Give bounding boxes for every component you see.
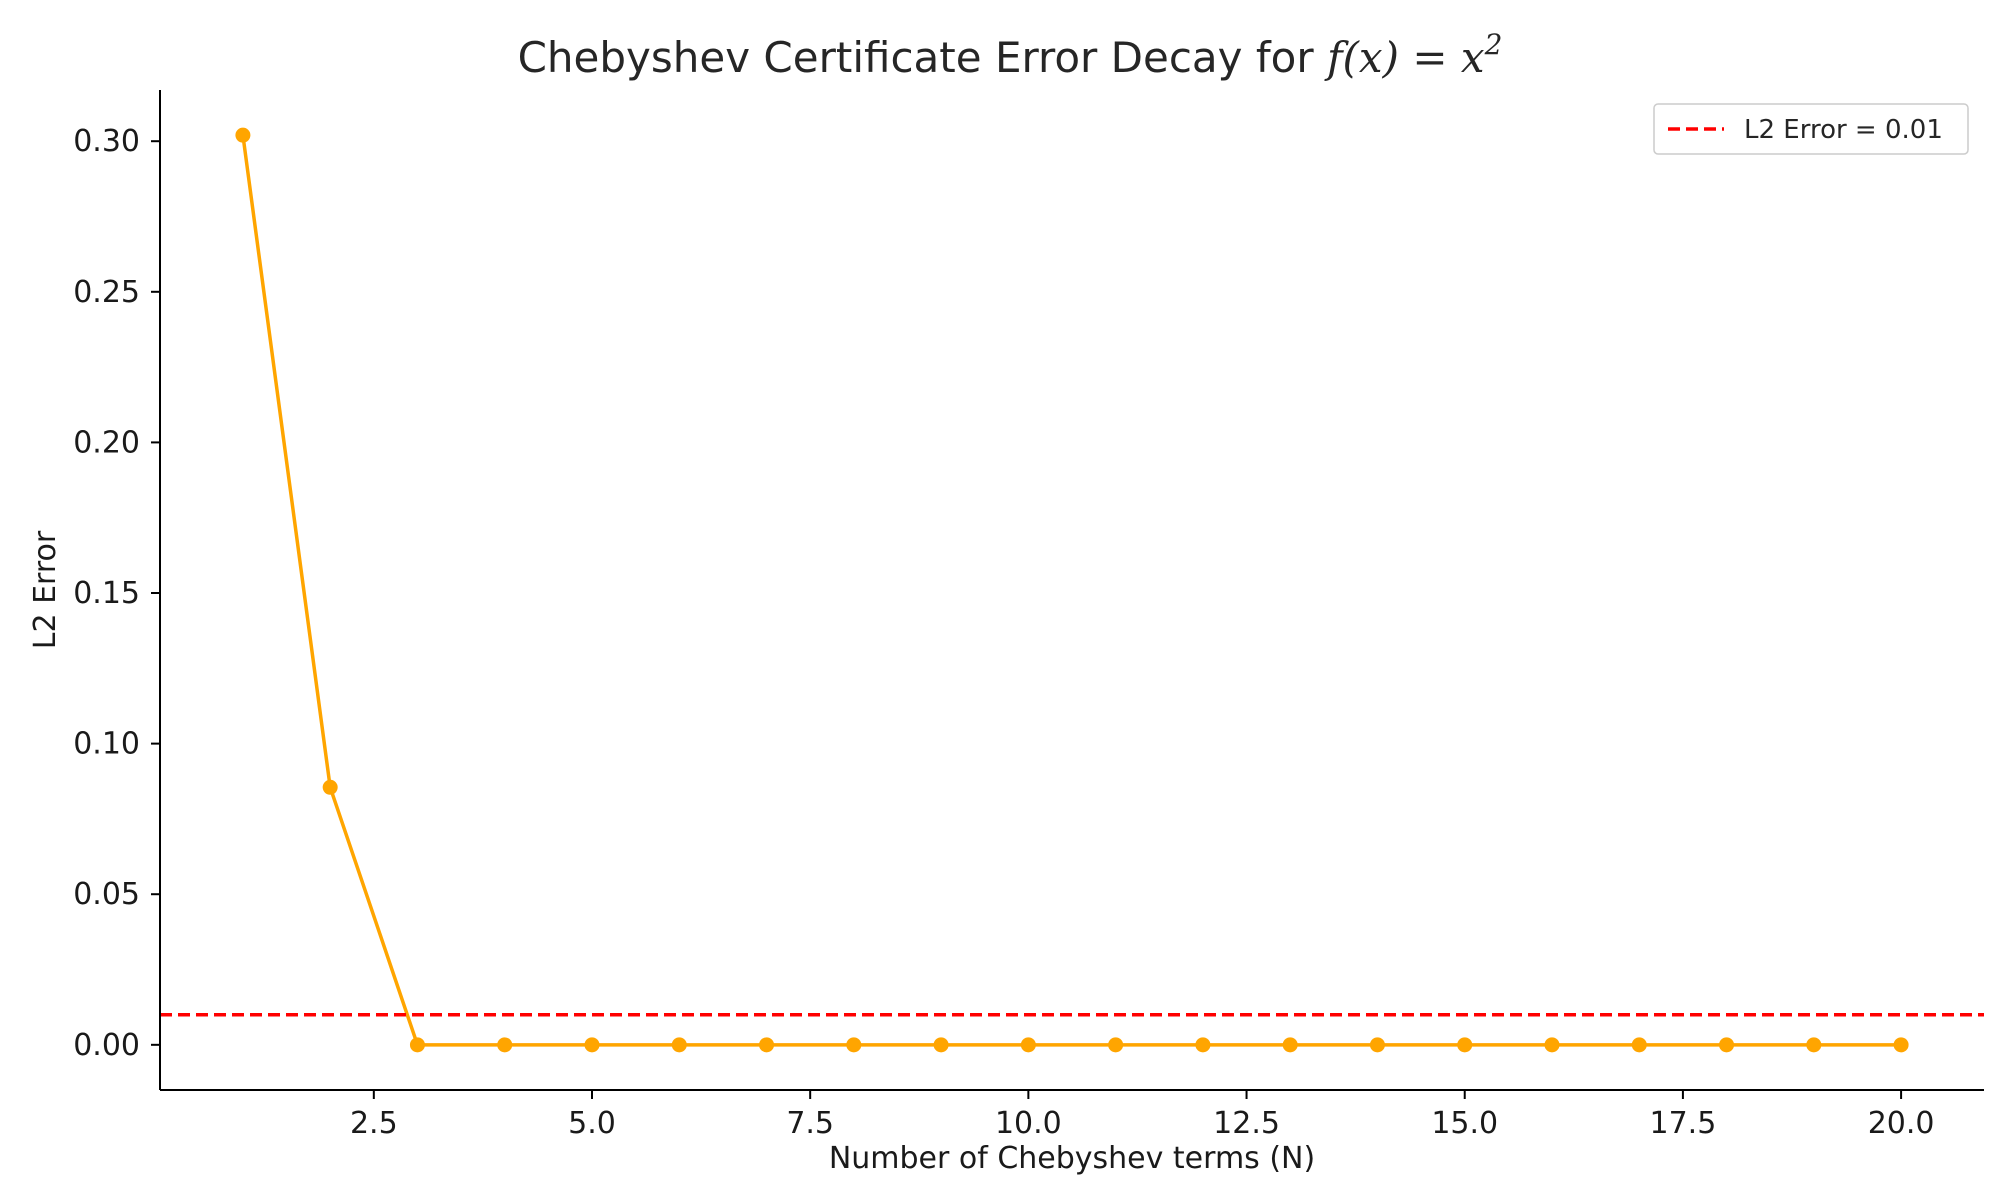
y-axis-label: L2 Error xyxy=(28,530,63,649)
series-line xyxy=(241,134,1902,1047)
legend: L2 Error = 0.01 xyxy=(1653,103,1969,155)
plot-area xyxy=(160,127,1984,1053)
data-point xyxy=(1108,1037,1124,1053)
data-point xyxy=(1806,1037,1822,1053)
data-point xyxy=(846,1037,862,1053)
y-tick-label: 0.15 xyxy=(73,576,140,611)
y-tick-label: 0.20 xyxy=(73,425,140,460)
data-point xyxy=(933,1037,949,1053)
x-tick-label: 17.5 xyxy=(1650,1106,1717,1141)
data-point xyxy=(1893,1037,1909,1053)
legend-box xyxy=(1653,103,1969,155)
data-point xyxy=(1719,1037,1735,1053)
data-point xyxy=(1282,1037,1298,1053)
chart-title: Chebyshev Certificate Error Decay for f(… xyxy=(518,28,1503,82)
y-tick-label: 0.05 xyxy=(73,877,140,912)
data-point xyxy=(409,1037,425,1053)
data-point xyxy=(235,127,251,143)
x-tick-label: 12.5 xyxy=(1213,1106,1280,1141)
data-point xyxy=(1457,1037,1473,1053)
data-point xyxy=(1020,1037,1036,1053)
x-tick-label: 5.0 xyxy=(568,1106,616,1141)
data-point xyxy=(1369,1037,1385,1053)
y-ticks: 0.00 0.05 0.10 0.15 0.20 0.25 0.30 xyxy=(73,124,160,1063)
x-tick-label: 20.0 xyxy=(1868,1106,1935,1141)
data-point xyxy=(497,1037,513,1053)
data-point xyxy=(1544,1037,1560,1053)
data-point xyxy=(671,1037,687,1053)
legend-label: L2 Error = 0.01 xyxy=(1744,115,1943,145)
data-point xyxy=(322,779,338,795)
x-tick-label: 7.5 xyxy=(786,1106,834,1141)
x-tick-label: 15.0 xyxy=(1431,1106,1498,1141)
y-tick-label: 0.30 xyxy=(73,124,140,159)
x-tick-label: 10.0 xyxy=(995,1106,1062,1141)
y-tick-label: 0.00 xyxy=(73,1028,140,1063)
data-point xyxy=(1631,1037,1647,1053)
chart-title-superscript: 2 xyxy=(1484,28,1503,61)
data-point xyxy=(1195,1037,1211,1053)
y-tick-label: 0.25 xyxy=(73,275,140,310)
data-point xyxy=(584,1037,600,1053)
x-tick-label: 2.5 xyxy=(350,1106,398,1141)
data-point xyxy=(759,1037,775,1053)
chart-title-prefix: Chebyshev Certificate Error Decay for xyxy=(518,33,1327,82)
x-ticks: 2.5 5.0 7.5 10.0 12.5 15.0 17.5 20.0 xyxy=(350,1090,1935,1141)
chart-title-math: f(x) = x xyxy=(1324,33,1485,82)
x-axis-label: Number of Chebyshev terms (N) xyxy=(829,1141,1315,1176)
y-tick-label: 0.10 xyxy=(73,727,140,762)
